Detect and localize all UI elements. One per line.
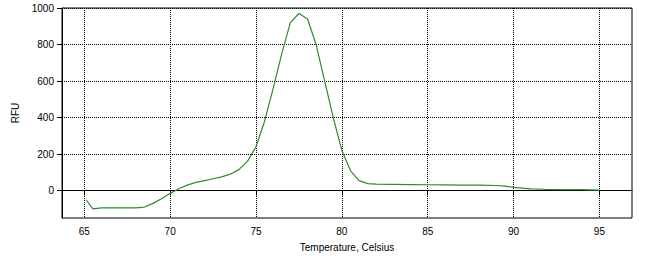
svg-text:0: 0 [48, 185, 54, 196]
svg-text:90: 90 [508, 226, 520, 237]
svg-text:85: 85 [422, 226, 434, 237]
svg-text:95: 95 [594, 226, 606, 237]
svg-text:600: 600 [37, 76, 54, 87]
svg-text:80: 80 [336, 226, 348, 237]
svg-text:70: 70 [165, 226, 177, 237]
svg-text:Temperature, Celsius: Temperature, Celsius [300, 242, 394, 253]
svg-text:65: 65 [79, 226, 91, 237]
svg-text:RFU: RFU [10, 103, 21, 124]
svg-text:400: 400 [37, 112, 54, 123]
svg-text:800: 800 [37, 39, 54, 50]
svg-text:1000: 1000 [32, 3, 55, 14]
svg-text:75: 75 [250, 226, 262, 237]
svg-text:200: 200 [37, 149, 54, 160]
